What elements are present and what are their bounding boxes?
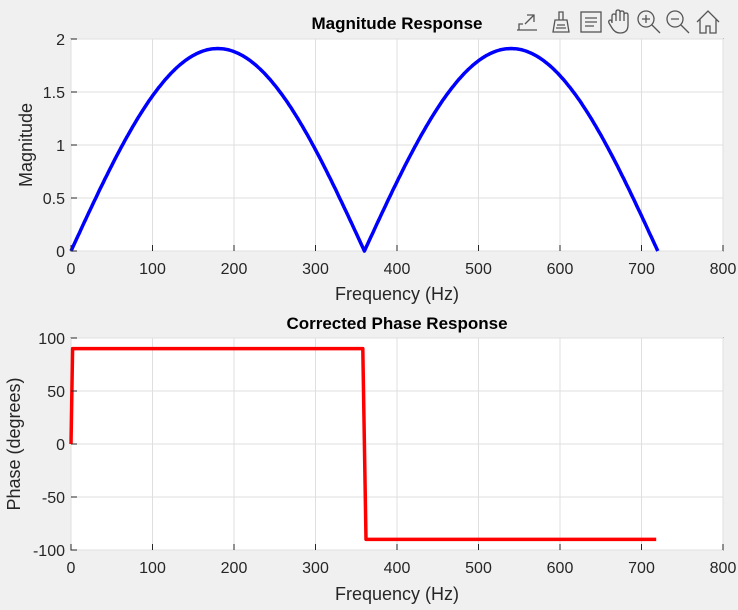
chart-title: Magnitude Response — [312, 14, 483, 33]
x-tick-label: 500 — [465, 261, 492, 278]
x-tick-label: 0 — [67, 261, 76, 278]
y-tick-label: 1.5 — [43, 85, 65, 102]
x-tick-label: 300 — [302, 261, 329, 278]
series-line — [69, 346, 657, 542]
x-tick-label: 500 — [465, 560, 492, 577]
y-tick-label: 0 — [56, 437, 65, 454]
x-tick-label: 800 — [710, 261, 737, 278]
zoom-out-icon[interactable] — [665, 9, 691, 35]
export-icon[interactable] — [514, 9, 540, 35]
x-axis-label: Frequency (Hz) — [335, 284, 459, 304]
y-tick-label: 1 — [56, 138, 65, 155]
pan-icon[interactable] — [606, 8, 634, 36]
x-tick-label: 300 — [302, 560, 329, 577]
x-tick-label: 400 — [384, 560, 411, 577]
x-tick-label: 0 — [67, 560, 76, 577]
series-line — [69, 46, 660, 253]
x-tick-label: 200 — [221, 560, 248, 577]
x-tick-label: 700 — [628, 261, 655, 278]
magnitude-axes[interactable]: 0 100 200 300 400 500 600 700 800 0 0.5 1 1.5 2 Magni… — [16, 14, 736, 304]
x-tick-label: 100 — [139, 261, 166, 278]
zoom-in-icon[interactable] — [636, 9, 662, 35]
series-group — [69, 346, 657, 542]
y-axis-label: Magnitude — [16, 103, 36, 187]
series-group — [69, 46, 660, 253]
x-tick-label: 600 — [547, 560, 574, 577]
chart-title: Corrected Phase Response — [286, 314, 507, 333]
y-tick-label: 0.5 — [43, 191, 65, 208]
y-tick-label: 2 — [56, 32, 65, 49]
axes-toolbar — [514, 8, 721, 36]
x-axis-label: Frequency (Hz) — [335, 584, 459, 604]
x-tick-label: 700 — [628, 560, 655, 577]
home-icon[interactable] — [695, 9, 721, 35]
x-tick-label: 800 — [710, 560, 737, 577]
y-tick-label: -50 — [42, 490, 65, 507]
x-tick-label: 600 — [547, 261, 574, 278]
brush-icon[interactable] — [548, 9, 574, 35]
phase-axes[interactable]: 0 100 200 300 400 500 600 700 800 -100 -50 0 50 100 C… — [4, 314, 736, 604]
x-tick-label: 400 — [384, 261, 411, 278]
y-axis-label: Phase (degrees) — [4, 377, 24, 510]
x-tick-label: 100 — [139, 560, 166, 577]
x-tick-label: 200 — [221, 261, 248, 278]
y-tick-label: 100 — [38, 331, 65, 348]
tick-labels: 0 100 200 300 400 500 600 700 800 -100 -50 0 50 100 — [33, 331, 736, 577]
tick-labels: 0 100 200 300 400 500 600 700 800 0 0.5 1 1.5 2 — [43, 32, 737, 278]
y-tick-label: 50 — [47, 384, 65, 401]
datatip-icon[interactable] — [578, 9, 604, 35]
y-tick-label: -100 — [33, 543, 65, 560]
y-tick-label: 0 — [56, 244, 65, 261]
